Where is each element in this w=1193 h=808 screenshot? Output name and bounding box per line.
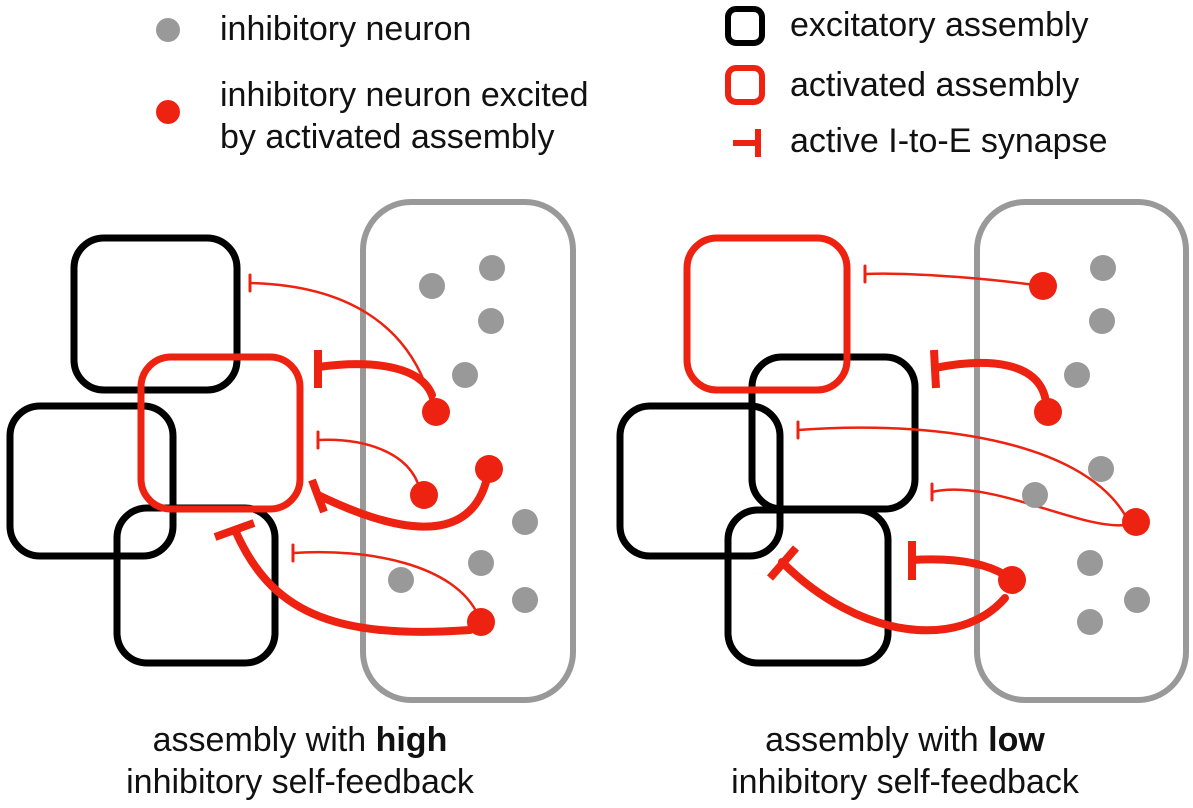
- excitatory-assembly: [6, 402, 177, 560]
- excited-inhibitory-neuron: [1122, 508, 1150, 536]
- inhibitory-neuron: [1022, 482, 1048, 508]
- synapse-end: [766, 545, 800, 581]
- inhibitory-pool-outline: [974, 199, 1189, 703]
- excited-neurons: [410, 398, 503, 636]
- inhibitory-neuron: [478, 308, 504, 334]
- excitatory-assembly: [616, 402, 784, 560]
- inhibitory-neurons: [1022, 255, 1150, 635]
- panel-high-feedback: assembly with high inhibitory self-feedb…: [6, 199, 576, 801]
- legend-excited-neuron-icon: [156, 100, 180, 124]
- synapse-end: [213, 519, 256, 541]
- excitatory-assembly: [70, 234, 241, 394]
- activated-assembly: [137, 353, 304, 513]
- legend-excited-neuron-label-line2: by activated assembly: [220, 118, 555, 156]
- legend-activated-assembly-icon: [725, 65, 765, 105]
- legend-inhibitory-neuron-icon: [156, 18, 180, 42]
- panel-high-caption-line1: assembly with high: [153, 721, 448, 759]
- caption-prefix: assembly with: [153, 721, 376, 759]
- inhibitory-neuron: [1089, 308, 1115, 334]
- legend-excitatory-assembly-icon: [725, 6, 765, 46]
- inhibitory-synapses: [766, 264, 1127, 635]
- inhibitory-neuron: [1064, 362, 1090, 388]
- inhibitory-neuron: [512, 587, 538, 613]
- excited-neurons: [998, 272, 1150, 594]
- synapse-thick: [908, 555, 1009, 579]
- inhibitory-neuron: [419, 273, 445, 299]
- synapse-thin: [796, 426, 1127, 517]
- synapse-thin: [863, 272, 1044, 288]
- excited-inhibitory-neuron: [422, 398, 450, 426]
- inhibitory-neuron: [452, 362, 478, 388]
- inhibitory-neuron: [388, 567, 414, 593]
- legend-excited-neuron-label-line1: inhibitory neuron excited: [220, 76, 589, 114]
- inhibitory-neuron: [1124, 587, 1150, 613]
- legend-active-synapse-label: active I-to-E synapse: [790, 122, 1107, 160]
- legend: inhibitory neuron inhibitory neuron exci…: [156, 6, 1107, 160]
- inhibitory-neurons: [388, 255, 538, 613]
- inhibitory-neuron: [468, 550, 494, 576]
- synapse-thick: [931, 358, 1050, 406]
- synapse-thick: [314, 474, 491, 531]
- synapse-thin: [291, 550, 480, 617]
- excited-inhibitory-neuron: [998, 566, 1026, 594]
- synapse-end: [930, 349, 940, 389]
- excited-inhibitory-neuron: [1034, 398, 1062, 426]
- synapse-thick: [314, 360, 436, 399]
- inhibitory-neuron: [1088, 456, 1114, 482]
- panel-high-caption-line2: inhibitory self-feedback: [126, 763, 475, 801]
- panel-low-feedback: assembly with low inhibitory self-feedba…: [616, 199, 1189, 801]
- inhibitory-pool-outline: [360, 199, 576, 703]
- legend-active-synapse-icon: [733, 129, 761, 157]
- excited-inhibitory-neuron: [475, 455, 503, 483]
- caption-bold: low: [988, 721, 1045, 759]
- inhibitory-synapses: [213, 273, 491, 636]
- inhibitory-neuron: [1077, 550, 1103, 576]
- inhibitory-neuron: [479, 255, 505, 281]
- excited-inhibitory-neuron: [1029, 272, 1057, 300]
- excitatory-assembly: [724, 506, 892, 667]
- excited-inhibitory-neuron: [410, 481, 438, 509]
- caption-bold: high: [376, 721, 448, 759]
- inhibitory-neuron: [1077, 609, 1103, 635]
- panel-low-caption-line1: assembly with low: [765, 721, 1045, 759]
- legend-activated-assembly-label: activated assembly: [790, 66, 1079, 104]
- legend-excitatory-assembly-label: excitatory assembly: [790, 6, 1089, 44]
- synapse-thick: [231, 526, 474, 636]
- caption-prefix: assembly with: [765, 721, 988, 759]
- synapse-thin: [316, 438, 422, 492]
- inhibitory-neuron: [1090, 255, 1116, 281]
- synapse-thin: [248, 281, 434, 407]
- panel-low-caption-line2: inhibitory self-feedback: [731, 763, 1080, 801]
- excitatory-assembly: [113, 504, 279, 667]
- activated-assembly: [683, 234, 851, 394]
- legend-inhibitory-neuron-label: inhibitory neuron: [220, 10, 471, 48]
- synapse-end: [308, 478, 328, 514]
- synapse-thick: [778, 558, 1009, 635]
- inhibitory-neuron: [512, 509, 538, 535]
- excited-inhibitory-neuron: [467, 608, 495, 636]
